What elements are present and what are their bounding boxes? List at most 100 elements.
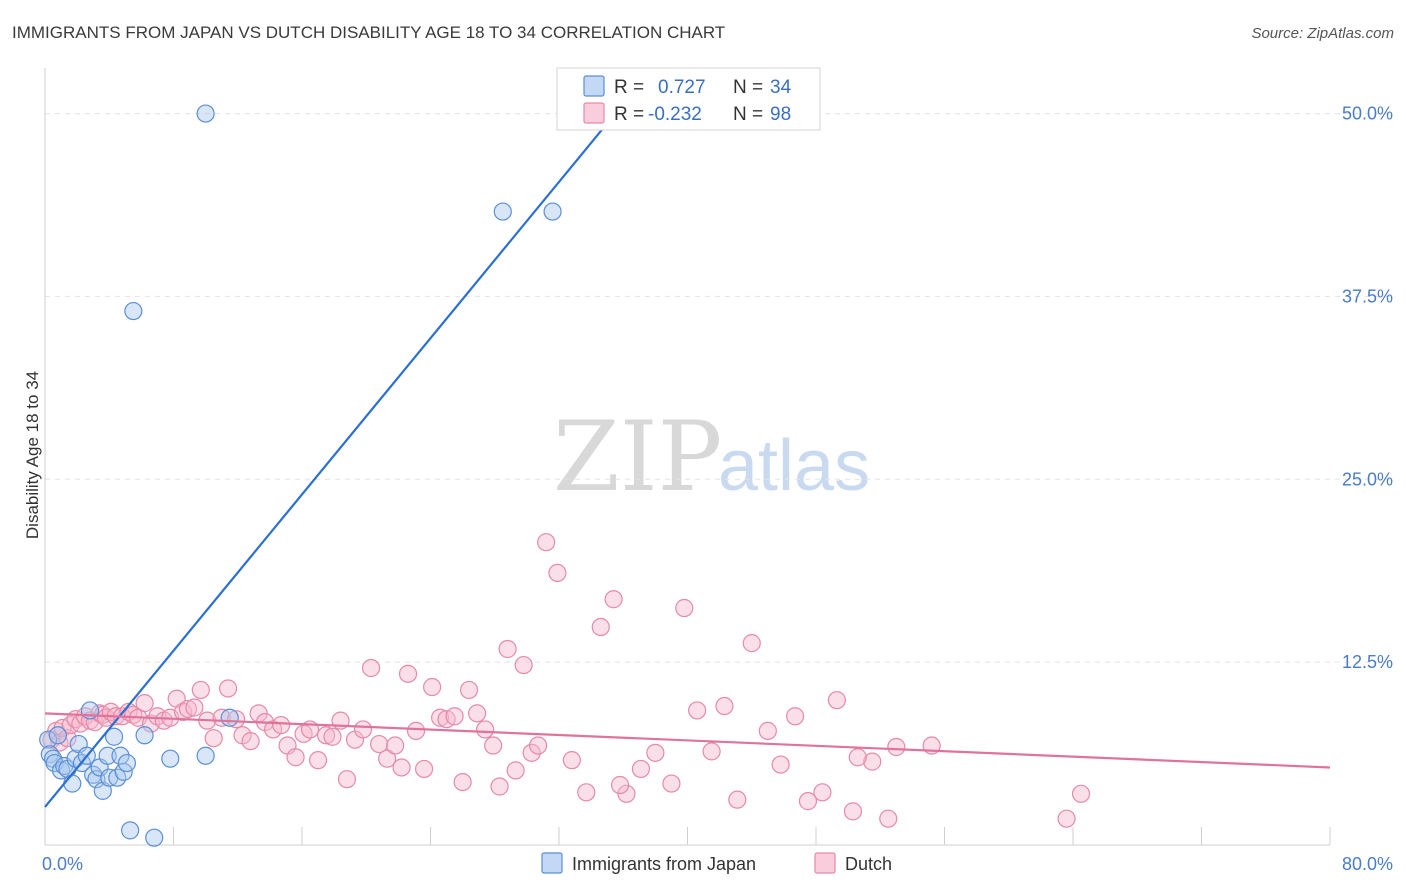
point-dutch: [591, 617, 610, 637]
point-dutch: [174, 702, 193, 721]
point-dutch: [662, 774, 681, 793]
legend-n-value-2: 98: [770, 104, 791, 125]
point-japan: [145, 828, 164, 847]
y-axis-label: Disability Age 18 to 34: [23, 371, 42, 539]
legend-swatch-dutch: [583, 102, 605, 124]
point-dutch: [353, 720, 373, 739]
point-dutch: [227, 710, 246, 729]
trend-line-japan: [44, 112, 617, 808]
point-dutch: [370, 734, 389, 754]
series-dutch-points: [42, 533, 1091, 828]
point-dutch: [514, 655, 533, 675]
point-dutch: [219, 679, 238, 698]
point-dutch: [522, 743, 541, 762]
point-dutch: [398, 664, 418, 683]
point-dutch: [529, 736, 548, 755]
legend-n-label-1: N =: [733, 77, 763, 98]
point-dutch: [537, 533, 556, 552]
point-dutch: [476, 720, 495, 739]
point-dutch: [798, 792, 818, 811]
legend-stats: R = 0.727 N = 34 R = -0.232 N = 98: [556, 67, 821, 131]
legend-r-value-2: -0.232: [648, 104, 702, 125]
watermark-atlas: atlas: [718, 426, 870, 506]
chart-title: IMMIGRANTS FROM JAPAN VS DUTCH DISABILIT…: [12, 23, 725, 42]
watermark-zip: ZIP: [553, 401, 722, 513]
x-tick-label-max: 80.0%: [1342, 854, 1393, 874]
point-japan: [543, 202, 562, 221]
point-dutch: [96, 708, 116, 727]
point-dutch: [742, 634, 761, 653]
bottom-legend-label-japan: Immigrants from Japan: [572, 854, 756, 874]
legend-n-label-2: N =: [733, 104, 763, 125]
point-dutch: [813, 783, 832, 802]
x-tick-labels: 0.0% 80.0%: [42, 854, 1393, 874]
point-dutch: [610, 775, 630, 795]
point-japan: [104, 727, 124, 746]
point-dutch: [337, 770, 357, 789]
point-dutch: [1071, 784, 1091, 803]
point-dutch: [386, 736, 405, 755]
point-dutch: [848, 748, 867, 767]
point-dutch: [490, 777, 509, 796]
point-dutch: [728, 790, 747, 809]
point-dutch: [272, 715, 291, 735]
point-dutch: [631, 759, 651, 779]
legend-series: Immigrants from Japan Dutch: [541, 852, 892, 874]
point-dutch: [484, 736, 503, 755]
point-dutch: [204, 729, 223, 748]
point-dutch: [178, 699, 198, 719]
point-japan: [220, 708, 239, 727]
point-dutch: [675, 598, 694, 618]
point-dutch: [378, 749, 397, 768]
point-dutch: [688, 701, 707, 720]
point-japan: [124, 301, 143, 321]
point-dutch: [61, 715, 80, 735]
point-japan: [98, 746, 117, 765]
y-tick-label: 37.5%: [1342, 286, 1393, 306]
point-dutch: [879, 809, 898, 828]
legend-r-label-1: R =: [614, 77, 644, 98]
point-dutch: [431, 708, 450, 727]
point-dutch: [361, 658, 381, 678]
point-dutch: [286, 748, 305, 767]
point-dutch: [241, 732, 260, 751]
trend-lines: [44, 112, 1331, 808]
point-japan: [39, 730, 58, 749]
y-tick-labels: 12.5% 25.0% 37.5% 50.0%: [1342, 104, 1393, 673]
point-japan: [48, 726, 67, 745]
watermark: ZIP atlas: [553, 401, 870, 513]
point-dutch: [771, 755, 790, 774]
point-dutch: [135, 694, 154, 713]
point-dutch: [185, 698, 204, 717]
axes: [44, 68, 1331, 846]
y-tick-label: 50.0%: [1342, 104, 1393, 124]
chart-source: Source: ZipAtlas.com: [1251, 25, 1394, 42]
point-japan: [55, 756, 74, 776]
point-dutch: [445, 707, 464, 726]
point-japan: [117, 753, 137, 773]
point-dutch: [414, 759, 434, 779]
bottom-legend-swatch-japan: [541, 852, 563, 874]
y-tick-label: 12.5%: [1342, 652, 1393, 672]
point-dutch: [646, 743, 665, 762]
point-dutch: [459, 680, 479, 700]
point-dutch: [316, 726, 336, 745]
point-dutch: [827, 691, 846, 710]
point-dutch: [715, 696, 734, 716]
legend-n-value-1: 34: [770, 77, 792, 98]
point-dutch: [577, 783, 596, 802]
point-dutch: [887, 737, 906, 757]
y-tick-label: 25.0%: [1342, 469, 1393, 489]
bottom-legend-swatch-dutch: [814, 852, 836, 874]
point-japan: [196, 104, 215, 123]
point-dutch: [562, 751, 581, 770]
point-japan: [121, 821, 140, 840]
point-dutch: [843, 802, 863, 821]
point-japan: [161, 749, 180, 768]
point-dutch: [124, 705, 143, 724]
point-dutch: [863, 752, 882, 771]
point-dutch: [506, 761, 525, 780]
point-dutch: [604, 590, 623, 609]
point-dutch: [786, 707, 805, 726]
